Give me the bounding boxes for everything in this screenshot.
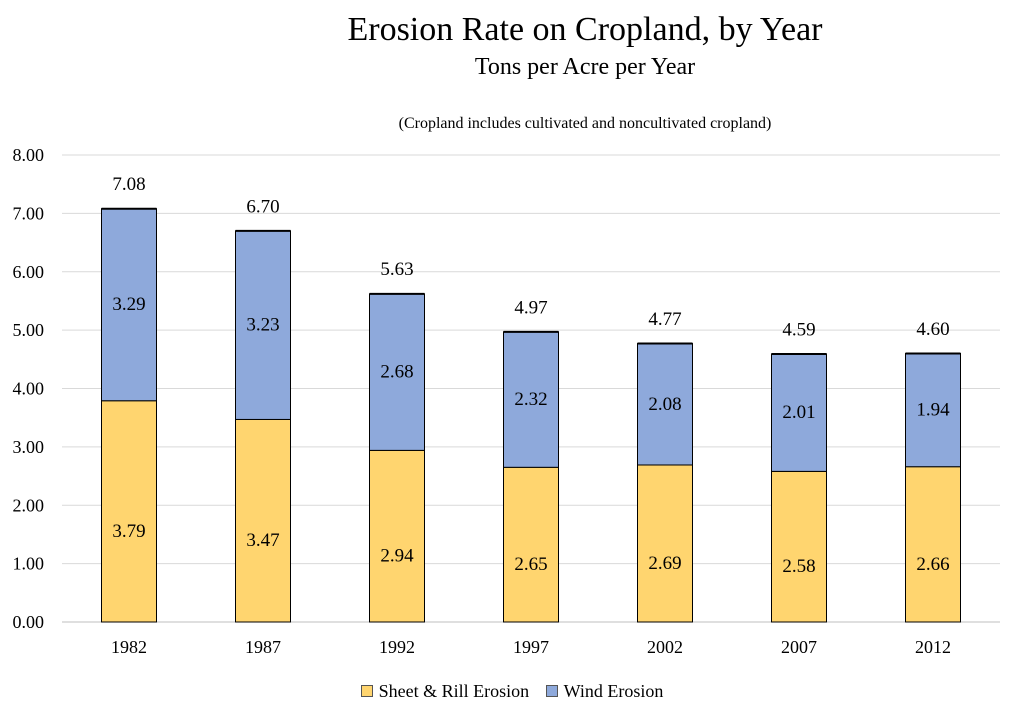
y-tick-label: 7.00 <box>13 203 45 223</box>
y-tick-label: 1.00 <box>13 554 45 574</box>
bar-segment <box>905 466 961 623</box>
bar-segment <box>101 400 157 623</box>
bar-segment <box>235 418 291 623</box>
chart-note: (Cropland includes cultivated and noncul… <box>398 115 772 132</box>
data-label: 3.47 <box>246 530 279 551</box>
data-label: 3.79 <box>112 521 145 542</box>
x-tick-label: 2007 <box>781 637 817 657</box>
chart-title: Erosion Rate on Cropland, by Year <box>347 11 823 48</box>
x-tick-label: 2002 <box>647 637 683 657</box>
bar-segment <box>101 208 157 402</box>
y-tick-label: 0.00 <box>13 612 45 632</box>
y-tick-label: 4.00 <box>13 379 45 399</box>
chart-legend: Sheet & Rill Erosion Wind Erosion <box>0 680 1024 702</box>
bar-segment <box>369 293 425 451</box>
data-label: 1.94 <box>916 400 950 421</box>
legend-item-sheet-rill: Sheet & Rill Erosion <box>360 680 530 702</box>
total-label: 4.59 <box>782 320 815 341</box>
bar-segment <box>503 466 559 623</box>
chart-subtitle: Tons per Acre per Year <box>474 54 696 80</box>
data-label: 2.08 <box>648 394 681 415</box>
data-label: 2.69 <box>648 553 681 574</box>
total-label: 4.77 <box>648 309 681 330</box>
legend-item-wind: Wind Erosion <box>545 680 664 702</box>
data-label: 2.58 <box>782 556 815 577</box>
y-tick-label: 5.00 <box>13 320 45 340</box>
bar-segment <box>235 230 291 420</box>
data-label: 2.94 <box>380 546 414 567</box>
data-label: 2.32 <box>514 389 547 410</box>
y-tick-label: 6.00 <box>13 262 45 282</box>
x-tick-label: 1997 <box>513 637 549 657</box>
data-label: 2.66 <box>916 554 949 575</box>
data-label: 2.01 <box>782 402 815 423</box>
x-tick-label: 1992 <box>379 637 415 657</box>
bar-segment <box>637 343 693 466</box>
legend-label-sheet-rill: Sheet & Rill Erosion <box>378 681 530 701</box>
y-tick-label: 8.00 <box>13 145 45 165</box>
total-label: 5.63 <box>380 259 413 280</box>
x-tick-label: 1987 <box>245 637 281 657</box>
bar-segment <box>771 470 827 623</box>
data-label: 3.23 <box>246 315 279 336</box>
total-label: 4.97 <box>514 297 547 318</box>
chart-plot-area: 0.00 1.00 2.00 3.00 4.00 5.00 6.00 7.00 8.00 3.79… <box>13 145 1000 657</box>
bar-segment <box>771 353 827 472</box>
bar-segment <box>369 449 425 623</box>
legend-swatch-wind <box>545 685 558 697</box>
y-tick-label: 3.00 <box>13 437 45 457</box>
x-tick-label: 1982 <box>111 637 147 657</box>
y-tick-label: 2.00 <box>13 495 45 515</box>
data-label: 2.68 <box>380 362 413 383</box>
x-tick-label: 2012 <box>915 637 951 657</box>
bar-segment <box>905 352 961 468</box>
total-label: 7.08 <box>112 174 145 195</box>
legend-label-wind: Wind Erosion <box>563 681 664 701</box>
total-label: 4.60 <box>916 319 949 340</box>
data-label: 2.65 <box>514 554 547 575</box>
bar-segment <box>637 464 693 623</box>
legend-swatch-sheet-rill <box>360 685 373 697</box>
total-label: 6.70 <box>246 196 279 217</box>
data-label: 3.29 <box>112 294 145 315</box>
